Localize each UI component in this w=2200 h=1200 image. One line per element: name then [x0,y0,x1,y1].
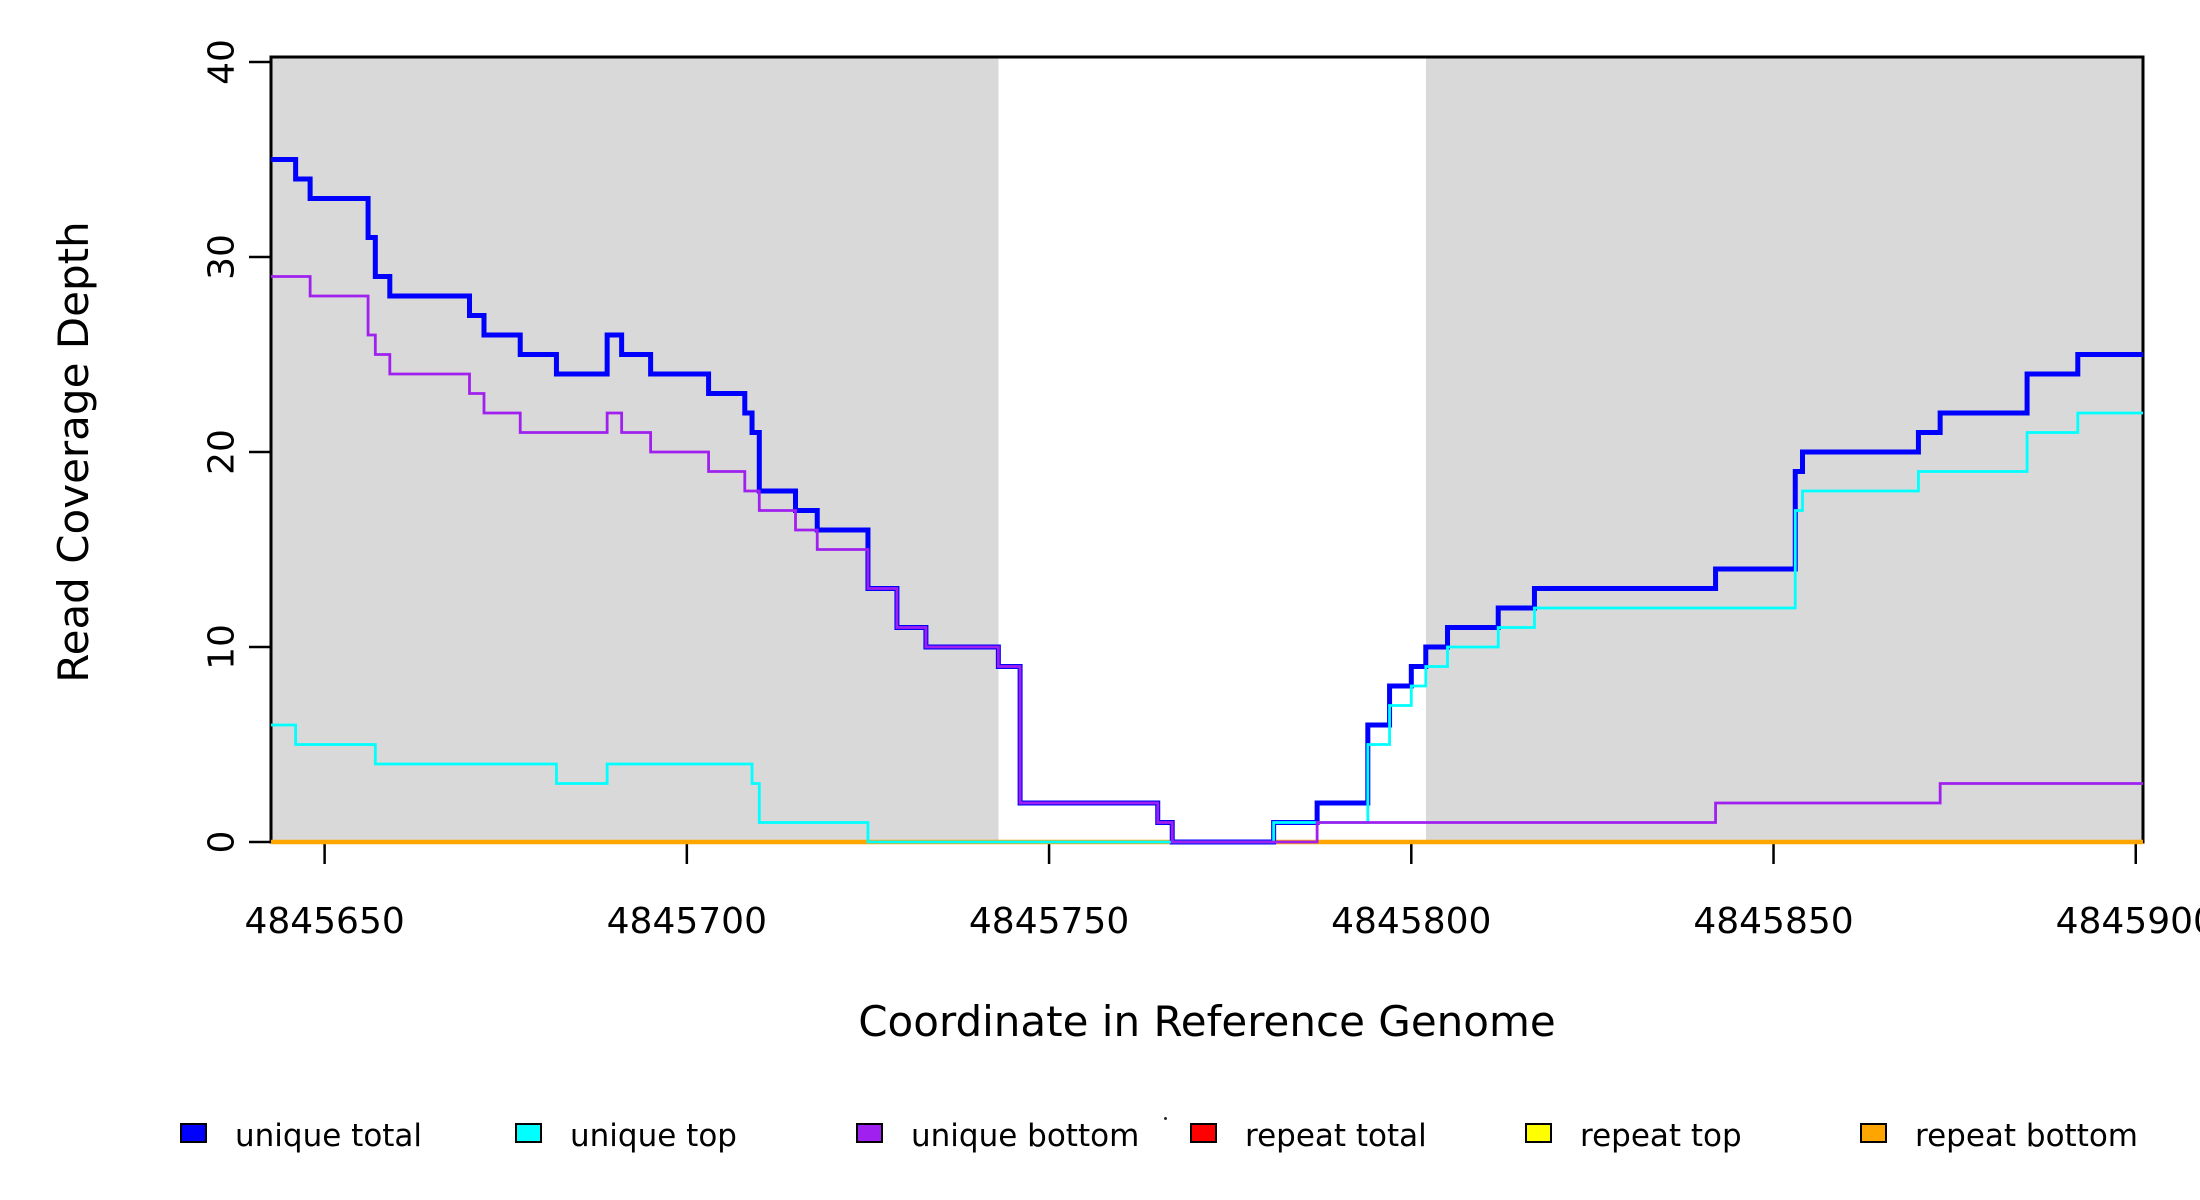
x-tick-label: 4845900 [2056,901,2200,942]
x-tick-label: 4845800 [1331,901,1491,942]
stray-mark [1164,1117,1167,1120]
x-tick-label: 4845750 [969,901,1129,942]
shaded-region-right [1425,57,2143,842]
y-axis-title: Read Coverage Depth [49,221,98,682]
x-tick-label: 4845850 [1693,901,1853,942]
shaded-region-left [271,57,999,842]
y-tick-label: 30 [202,234,243,280]
series-unique-top [271,411,2143,844]
chart-plot-area: 4845650 4845700 4845750 4845800 4845850 48459… [202,39,2200,942]
series-unique-bottom [271,275,2143,844]
x-axis-title: Coordinate in Reference Genome [858,997,1556,1046]
y-tick-label: 10 [202,624,243,670]
y-tick-label: 40 [202,39,243,85]
y-tick-label: 0 [202,831,243,854]
x-tick-label: 4845700 [607,901,767,942]
y-tick-label: 20 [202,429,243,475]
x-tick-label: 4845650 [244,901,404,942]
